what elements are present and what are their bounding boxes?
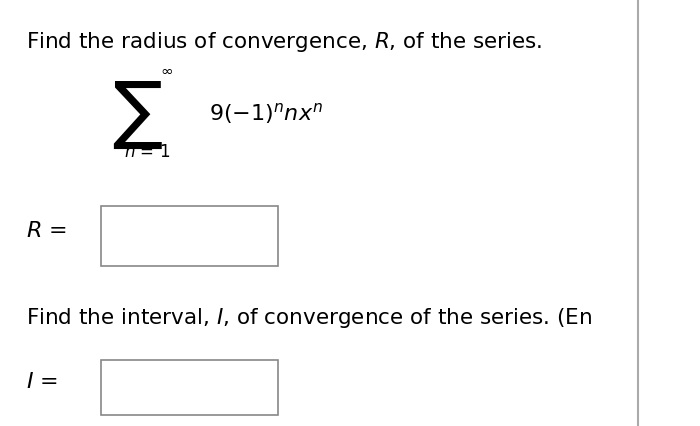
Text: Find the radius of convergence, $R$, of the series.: Find the radius of convergence, $R$, of …	[26, 30, 542, 54]
Text: $9(-1)^n nx^n$: $9(-1)^n nx^n$	[209, 101, 323, 125]
Text: $R$ =: $R$ =	[26, 220, 67, 240]
Text: $n$ = 1: $n$ = 1	[124, 142, 170, 160]
Text: $\infty$: $\infty$	[160, 63, 174, 78]
FancyBboxPatch shape	[102, 207, 278, 266]
Text: Find the interval, $I$, of convergence of the series. (En: Find the interval, $I$, of convergence o…	[26, 305, 593, 329]
Text: $\sum$: $\sum$	[112, 80, 163, 150]
FancyBboxPatch shape	[102, 360, 278, 415]
Text: $I$ =: $I$ =	[26, 371, 58, 391]
